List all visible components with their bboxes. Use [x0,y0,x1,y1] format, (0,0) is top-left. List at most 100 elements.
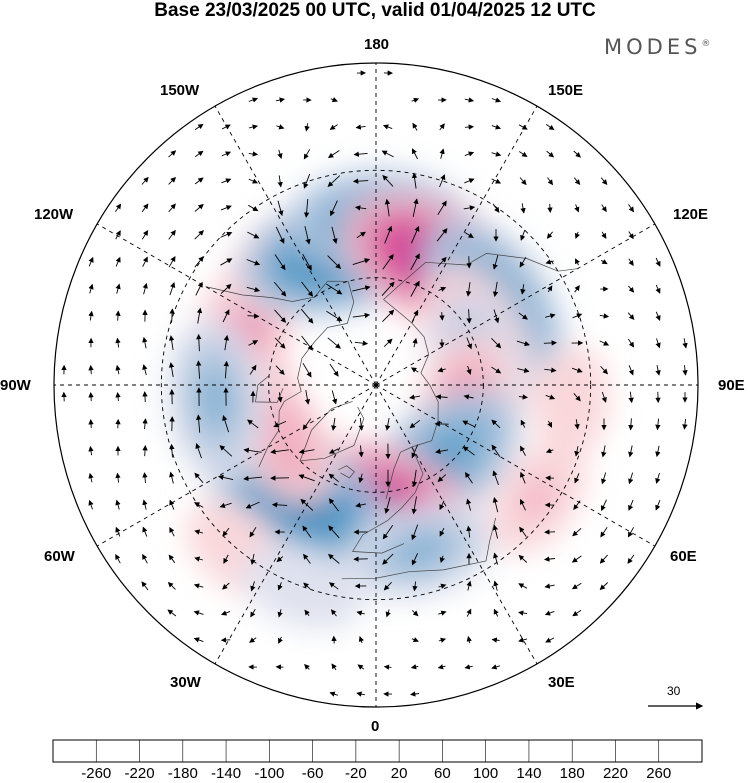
wind-arrow [246,259,261,266]
registered-mark: ® [701,39,711,49]
wind-arrow [382,525,394,540]
wind-arrow [383,581,392,591]
wind-arrow [196,360,202,379]
wind-arrow [115,472,121,483]
wind-arrow [301,281,314,297]
map-disc [54,63,698,707]
wind-arrow [439,148,445,159]
wind-arrow [273,420,287,428]
wind-arrow [195,443,202,459]
lon-label-120e: 120E [673,206,709,223]
wind-arrow [466,608,472,617]
wind-arrow [142,256,148,267]
wind-arrow [519,256,527,268]
wind-arrow [572,313,583,319]
wind-arrow [304,390,311,405]
wind-arrow [628,258,634,267]
wind-arrow [330,609,337,617]
wind-arrow [493,608,499,617]
colorbar-tick-label: -140 [211,765,242,782]
wind-arrow [142,364,148,376]
wind-arrow [331,226,338,244]
wind-arrow [302,253,312,271]
wind-arrow [384,225,393,244]
wind-arrow [493,309,500,324]
wind-arrow [601,445,607,458]
wind-arrow [358,473,364,484]
wind-arrow [142,391,148,403]
wind-arrow [88,364,94,375]
wind-arrow [544,556,556,562]
wind-arrow [303,553,311,564]
wind-arrow [628,418,634,431]
wind-arrow [328,498,339,512]
meridian-line [214,105,377,386]
wind-arrow [277,636,283,644]
wind-arrow [330,200,338,217]
wind-arrow [221,124,231,130]
wind-arrow [382,174,394,187]
wind-arrow [573,150,581,158]
wind-arrow [247,313,260,319]
wind-arrow [168,335,175,351]
wind-arrow [516,340,530,347]
wind-arrow [328,448,339,454]
wind-arrow [519,526,527,537]
wind-arrow [545,448,554,454]
lon-label-30w: 30W [170,674,201,691]
wind-arrow [572,609,582,617]
graticule [54,63,698,707]
wind-vectors [61,70,688,697]
wind-arrow [194,256,204,268]
wind-arrow [115,337,121,348]
wind-arrow [303,173,311,189]
wind-arrow [518,554,528,563]
wind-arrow [439,123,445,131]
wind-arrow [545,259,554,265]
wind-arrow [168,176,177,185]
lon-label-90e: 90E [718,377,745,394]
colorbar [52,739,703,763]
wind-arrow [196,333,202,352]
wind-arrow [194,472,204,483]
wind-arrow [627,312,635,320]
wind-arrow [546,231,553,239]
wind-arrow [356,691,365,697]
wind-arrow [88,499,94,510]
lon-label-150w: 150W [160,82,200,99]
wind-arrow [141,203,149,213]
wind-arrow [354,340,369,346]
wind-arrow [492,470,499,486]
wind-arrow [599,554,608,564]
wind-arrow [411,444,419,459]
wind-arrow [355,124,366,130]
wind-arrow [248,151,259,157]
wind-arrow [115,256,121,267]
wind-arrow [276,124,285,130]
wind-arrow [277,175,283,188]
wind-arrow [600,259,608,265]
wind-arrow [115,554,121,564]
wind-arrow [520,419,526,428]
wind-arrow [438,286,447,292]
wind-arrow [518,124,528,130]
wind-arrow [411,469,418,488]
coastline [383,253,578,300]
wind-arrow [518,394,528,400]
lon-label-150e: 150E [548,82,584,99]
wind-arrow [545,394,556,400]
wind-arrow [544,610,555,616]
wind-arrow [248,204,259,212]
lon-label-60w: 60W [44,548,75,565]
wind-arrow [628,445,634,458]
colorbar-tick-label: 260 [646,765,672,782]
wind-arrow [115,392,121,402]
wind-arrow [169,499,175,510]
wind-arrow [491,124,502,130]
wind-arrow [545,313,556,319]
wind-arrow [411,172,418,189]
wind-arrow [249,527,257,538]
wind-arrow [328,553,340,564]
wind-arrow [358,636,364,644]
lon-label-30e: 30E [548,674,575,691]
